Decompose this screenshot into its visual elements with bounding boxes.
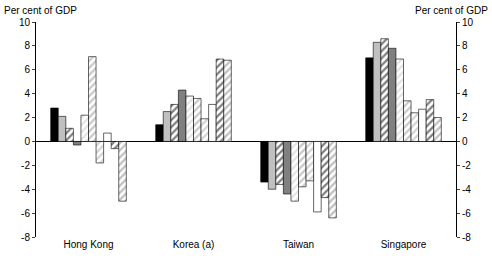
svg-text:6: 6 xyxy=(462,64,468,75)
svg-text:2: 2 xyxy=(24,112,30,123)
svg-text:4: 4 xyxy=(462,88,468,99)
svg-text:10: 10 xyxy=(19,17,31,28)
svg-text:-6: -6 xyxy=(21,208,30,219)
svg-text:8: 8 xyxy=(24,40,30,51)
svg-text:6: 6 xyxy=(24,64,30,75)
svg-text:8: 8 xyxy=(462,40,468,51)
svg-text:10: 10 xyxy=(462,17,474,28)
svg-text:Korea (a): Korea (a) xyxy=(173,239,215,250)
svg-text:Singapore: Singapore xyxy=(381,239,427,250)
svg-text:4: 4 xyxy=(24,88,30,99)
svg-text:2: 2 xyxy=(462,112,468,123)
svg-text:0: 0 xyxy=(24,136,30,147)
svg-text:-2: -2 xyxy=(21,160,30,171)
svg-text:-6: -6 xyxy=(462,208,471,219)
svg-text:Hong Kong: Hong Kong xyxy=(63,239,113,250)
svg-text:-4: -4 xyxy=(462,184,471,195)
svg-text:0: 0 xyxy=(462,136,468,147)
svg-text:-8: -8 xyxy=(462,232,471,243)
svg-text:-8: -8 xyxy=(21,232,30,243)
svg-text:Per cent of GDP: Per cent of GDP xyxy=(415,5,488,16)
svg-text:Per cent of GDP: Per cent of GDP xyxy=(4,5,77,16)
svg-text:Taiwan: Taiwan xyxy=(283,239,314,250)
svg-text:-4: -4 xyxy=(21,184,30,195)
svg-text:-2: -2 xyxy=(462,160,471,171)
